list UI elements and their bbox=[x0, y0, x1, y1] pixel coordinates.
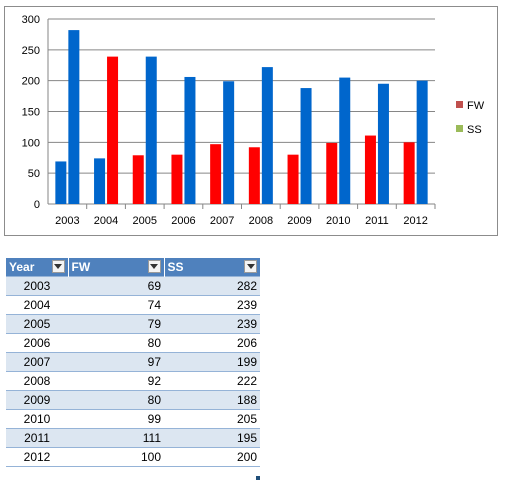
bar-ss-2007 bbox=[223, 81, 235, 204]
cell-fw[interactable]: 74 bbox=[68, 295, 164, 315]
filter-button-fw[interactable] bbox=[147, 260, 161, 273]
sort-filter-icon bbox=[54, 263, 62, 269]
header-year-label: Year bbox=[9, 260, 35, 274]
x-tick-label: 2011 bbox=[365, 215, 389, 227]
bar-fw-2008 bbox=[248, 147, 260, 204]
table-row[interactable]: 2011 111 195 bbox=[6, 428, 260, 448]
cell-fw[interactable]: 97 bbox=[68, 352, 164, 372]
bar-ss-2004 bbox=[107, 56, 119, 204]
table-resize-handle[interactable] bbox=[256, 476, 260, 480]
bar-ss-2005 bbox=[145, 56, 157, 204]
y-tick-label: 250 bbox=[22, 45, 40, 57]
legend-label-ss: SS bbox=[467, 124, 482, 136]
bar-fw-2009 bbox=[287, 154, 299, 204]
table-row[interactable]: 2004 74 239 bbox=[6, 295, 260, 315]
y-tick-label: 150 bbox=[22, 107, 40, 119]
bar-fw-2011 bbox=[364, 135, 376, 204]
x-tick-label: 2008 bbox=[249, 215, 273, 227]
cell-year[interactable]: 2009 bbox=[6, 390, 68, 410]
bar-ss-2012 bbox=[416, 80, 428, 204]
bar-fw-2005 bbox=[132, 155, 144, 204]
bar-fw-2006 bbox=[171, 154, 183, 204]
sort-filter-button-year[interactable] bbox=[51, 260, 65, 273]
bar-fw-2012 bbox=[403, 142, 415, 204]
cell-ss[interactable]: 205 bbox=[164, 409, 260, 429]
header-ss: SS bbox=[164, 258, 260, 277]
bar-fw-2003 bbox=[55, 161, 67, 204]
header-fw-label: FW bbox=[71, 260, 91, 274]
y-tick-label: 0 bbox=[34, 199, 40, 211]
legend-swatch-ss bbox=[456, 125, 463, 132]
table-header-row: Year FW SS bbox=[6, 258, 260, 277]
bar-ss-2008 bbox=[261, 67, 273, 204]
table-row[interactable]: 2012 100 200 bbox=[6, 447, 260, 467]
bar-ss-2006 bbox=[184, 76, 196, 204]
table-row[interactable]: 2006 80 206 bbox=[6, 333, 260, 353]
cell-ss[interactable]: 195 bbox=[164, 428, 260, 448]
header-fw: FW bbox=[68, 258, 165, 277]
x-tick-label: 2010 bbox=[326, 215, 350, 227]
cell-fw[interactable]: 100 bbox=[68, 447, 164, 467]
bar-ss-2009 bbox=[300, 88, 312, 204]
x-tick-label: 2009 bbox=[287, 215, 311, 227]
cell-ss[interactable]: 206 bbox=[164, 333, 260, 353]
bar-ss-2011 bbox=[377, 83, 389, 204]
cell-ss[interactable]: 200 bbox=[164, 447, 260, 467]
cell-year[interactable]: 2004 bbox=[6, 295, 68, 315]
table-row[interactable]: 2010 99 205 bbox=[6, 409, 260, 429]
table-row[interactable]: 2007 97 199 bbox=[6, 352, 260, 372]
cell-year[interactable]: 2010 bbox=[6, 409, 68, 429]
x-tick-label: 2007 bbox=[210, 215, 234, 227]
x-tick-label: 2004 bbox=[94, 215, 118, 227]
bar-fw-2010 bbox=[326, 142, 338, 204]
cell-ss[interactable]: 199 bbox=[164, 352, 260, 372]
bar-ss-2003 bbox=[68, 30, 80, 204]
y-tick-label: 100 bbox=[22, 137, 40, 149]
cell-year[interactable]: 2006 bbox=[6, 333, 68, 353]
table-row[interactable]: 2008 92 222 bbox=[6, 371, 260, 391]
cell-fw[interactable]: 92 bbox=[68, 371, 164, 391]
x-tick-label: 2005 bbox=[133, 215, 157, 227]
dropdown-arrow-icon bbox=[150, 263, 158, 269]
bar-ss-2010 bbox=[339, 77, 351, 204]
x-tick-label: 2006 bbox=[171, 215, 195, 227]
table-row[interactable]: 2009 80 188 bbox=[6, 390, 260, 410]
cell-year[interactable]: 2007 bbox=[6, 352, 68, 372]
cell-year[interactable]: 2008 bbox=[6, 371, 68, 391]
cell-year[interactable]: 2005 bbox=[6, 314, 68, 334]
y-tick-label: 300 bbox=[22, 14, 40, 26]
header-year: Year bbox=[6, 258, 69, 277]
cell-fw[interactable]: 99 bbox=[68, 409, 164, 429]
cell-ss[interactable]: 222 bbox=[164, 371, 260, 391]
cell-ss[interactable]: 282 bbox=[164, 276, 260, 296]
cell-year[interactable]: 2011 bbox=[6, 428, 68, 448]
dropdown-arrow-icon bbox=[246, 263, 255, 269]
legend-label-fw: FW bbox=[467, 100, 485, 112]
x-tick-label: 2003 bbox=[55, 215, 79, 227]
legend-swatch-fw bbox=[456, 101, 463, 108]
data-table: Year FW SS 2003 69 282 2004 74 239 2005 79 239 20… bbox=[6, 258, 260, 467]
cell-year[interactable]: 2012 bbox=[6, 447, 68, 467]
cell-year[interactable]: 2003 bbox=[6, 276, 68, 296]
cell-ss[interactable]: 239 bbox=[164, 314, 260, 334]
cell-ss[interactable]: 188 bbox=[164, 390, 260, 410]
cell-fw[interactable]: 79 bbox=[68, 314, 164, 334]
cell-ss[interactable]: 239 bbox=[164, 295, 260, 315]
cell-fw[interactable]: 69 bbox=[68, 276, 164, 296]
bar-fw-2004 bbox=[94, 158, 106, 204]
table-row[interactable]: 2003 69 282 bbox=[6, 276, 260, 296]
bar-chart: 0 50 100 150 200 250 300 2003 2004 2005 2006 2007 20… bbox=[22, 14, 485, 227]
bar-fw-2007 bbox=[210, 144, 222, 204]
y-tick-label: 200 bbox=[22, 76, 40, 88]
cell-fw[interactable]: 80 bbox=[68, 390, 164, 410]
x-tick-label: 2012 bbox=[403, 215, 427, 227]
table-row[interactable]: 2005 79 239 bbox=[6, 314, 260, 334]
cell-fw[interactable]: 111 bbox=[68, 428, 164, 448]
header-ss-label: SS bbox=[167, 260, 184, 274]
cell-fw[interactable]: 80 bbox=[68, 333, 164, 353]
filter-button-ss[interactable] bbox=[244, 260, 257, 273]
y-tick-label: 50 bbox=[28, 168, 40, 180]
